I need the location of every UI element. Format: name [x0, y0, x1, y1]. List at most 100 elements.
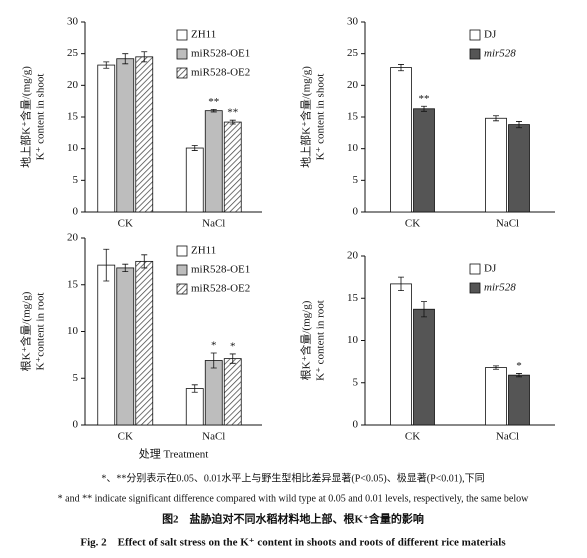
bar: [135, 56, 154, 213]
error-bar: [516, 121, 522, 129]
significance-label: *: [230, 340, 236, 352]
legend-swatch: [176, 29, 188, 41]
bar: [97, 64, 116, 213]
bar: [135, 260, 154, 426]
bar: [485, 117, 507, 213]
bar: [485, 367, 507, 426]
x-tick-label: CK: [118, 218, 133, 230]
y-tick-label: 5: [73, 372, 79, 384]
bar: [390, 283, 412, 426]
error-bar: [493, 115, 499, 122]
legend-swatch: [176, 264, 188, 276]
y-axis-label: 根K⁺含量/(mg/g): [19, 291, 33, 371]
bar: [204, 110, 223, 213]
y-tick-label: 0: [353, 419, 359, 431]
error-bar: [516, 373, 522, 378]
y-axis-label: K⁺ content in root: [315, 300, 327, 381]
significance-label: **: [419, 93, 430, 105]
y-tick-label: 20: [67, 232, 79, 244]
significance-label: **: [227, 107, 238, 119]
legend-swatch: [176, 283, 188, 295]
x-tick-label: NaCl: [496, 218, 519, 230]
y-tick-label: 25: [67, 47, 79, 59]
y-axis-label: 根K⁺含量/(mg/g): [299, 300, 313, 380]
legend-swatch: [469, 282, 481, 294]
bar: [413, 108, 435, 213]
y-tick-label: 20: [347, 250, 359, 262]
error-bar: [398, 64, 404, 72]
error-bar: [229, 353, 236, 364]
y-axis-label: 地上部K⁺含量/(mg/g): [299, 66, 313, 168]
error-bar: [421, 105, 427, 112]
y-axis-label: K⁺ content in shoot: [35, 74, 47, 161]
bar: [508, 124, 530, 213]
bar: [185, 147, 204, 213]
significance-label: **: [208, 96, 219, 108]
bar: [97, 264, 116, 426]
y-tick-label: 10: [347, 334, 359, 346]
bar: [116, 58, 135, 213]
bar: [116, 267, 135, 426]
error-bar: [122, 53, 129, 65]
legend-swatch: [469, 29, 481, 41]
y-tick-label: 30: [347, 16, 359, 28]
error-bar: [191, 145, 198, 151]
x-tick-label: CK: [405, 431, 420, 443]
y-tick-label: 10: [67, 325, 79, 337]
error-bar: [493, 365, 499, 370]
error-bar: [122, 263, 129, 273]
legend-label: miR528-OE1: [191, 264, 250, 276]
error-bar: [141, 51, 148, 63]
legend-swatch: [176, 245, 188, 257]
legend-swatch: [469, 48, 481, 60]
bar: [185, 388, 204, 426]
x-tick-label: NaCl: [202, 218, 225, 230]
error-bar: [141, 254, 148, 269]
y-axis-label: K⁺content in root: [35, 293, 47, 371]
y-tick-label: 0: [73, 206, 79, 218]
bar: [413, 308, 435, 426]
legend-swatch: [176, 48, 188, 60]
legend-label: miR528-OE1: [191, 48, 250, 60]
error-bar: [229, 119, 236, 125]
error-bar: [398, 276, 404, 292]
y-axis-label: K⁺ content in shoot: [315, 74, 327, 161]
bar: [204, 360, 223, 426]
caption-note-en: * and ** indicate significant difference…: [58, 493, 529, 504]
x-tick-label: NaCl: [496, 431, 519, 443]
legend-label: miR528-OE2: [191, 283, 250, 295]
legend-swatch: [469, 263, 481, 275]
legend-label: ZH11: [191, 245, 216, 257]
y-tick-label: 30: [67, 16, 79, 28]
x-tick-label: CK: [405, 218, 420, 230]
legend-label: miR528-OE2: [191, 67, 250, 79]
error-bar: [191, 384, 198, 393]
bar: [223, 358, 242, 426]
bar: [390, 67, 412, 213]
legend-label: DJ: [484, 29, 497, 41]
y-tick-label: 20: [67, 79, 79, 91]
y-tick-label: 25: [347, 47, 359, 59]
caption-note-cn: *、**分别表示在0.05、0.01水平上与野生型相比差异显著(P<0.05)、…: [101, 471, 484, 484]
y-tick-label: 15: [347, 292, 359, 304]
y-tick-label: 0: [73, 419, 79, 431]
significance-label: *: [211, 340, 217, 352]
y-tick-label: 5: [73, 174, 79, 186]
legend-swatch: [176, 67, 188, 79]
x-axis-label: 处理 Treatment: [139, 448, 209, 461]
y-axis-label: 地上部K⁺含量/(mg/g): [19, 66, 33, 168]
legend-label: mir528: [484, 48, 516, 60]
y-tick-label: 0: [353, 206, 359, 218]
y-tick-label: 10: [67, 142, 79, 154]
error-bar: [103, 61, 110, 69]
y-tick-label: 10: [347, 142, 359, 154]
error-bar: [210, 352, 217, 369]
y-tick-label: 20: [347, 79, 359, 91]
y-tick-label: 5: [353, 174, 359, 186]
caption-title-cn: 图2 盐胁迫对不同水稻材料地上部、根K⁺含量的影响: [162, 512, 424, 526]
y-tick-label: 5: [353, 376, 359, 388]
caption-title-en: Fig. 2 Effect of salt stress on the K⁺ c…: [80, 537, 506, 549]
significance-label: *: [516, 360, 522, 372]
error-bar: [210, 109, 217, 113]
